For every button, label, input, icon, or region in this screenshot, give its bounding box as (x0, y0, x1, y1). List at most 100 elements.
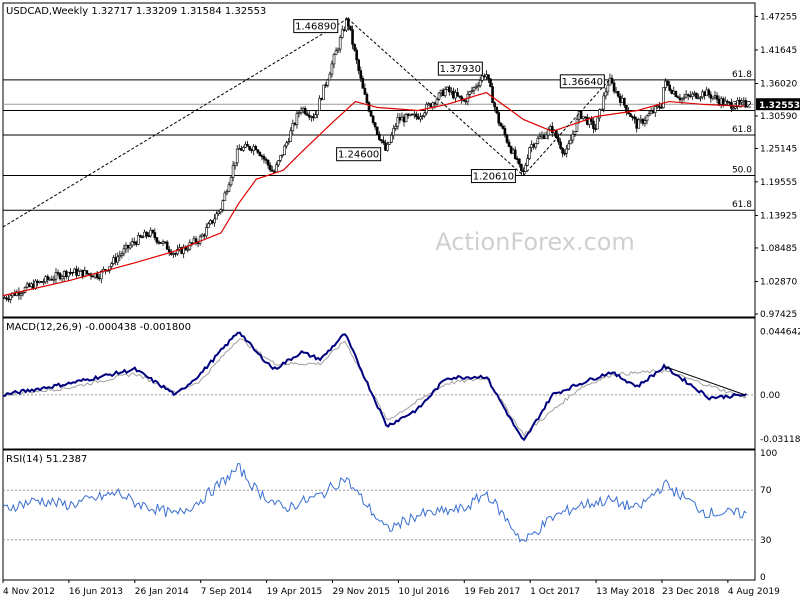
candle-body (509, 146, 513, 154)
candle-body (476, 85, 480, 88)
y-tick-label: 1.13925 (760, 211, 797, 221)
candle-body (141, 236, 144, 239)
candle-body (726, 100, 729, 103)
candle-body (559, 141, 562, 149)
candle-body (456, 92, 459, 97)
candle-body (268, 164, 272, 171)
price-annotation-label: 1.36640 (562, 77, 603, 88)
candle-body (390, 134, 393, 143)
candle-body (450, 90, 453, 93)
trendline (347, 18, 524, 176)
candle-body (649, 110, 653, 115)
candle-body (87, 273, 91, 275)
level-label: 61.8 (732, 70, 752, 80)
candle-body (316, 110, 319, 116)
candle-body (666, 80, 669, 86)
candle-body (299, 110, 303, 113)
candle-body (338, 37, 342, 50)
candle-body (279, 155, 282, 161)
trendline (523, 79, 610, 176)
candle-body (332, 54, 336, 65)
candle-body (295, 113, 299, 125)
candle-body (233, 162, 237, 166)
candle-body (5, 297, 8, 300)
candle-body (157, 241, 161, 244)
candle-body (270, 169, 274, 172)
candle-body (46, 276, 50, 280)
candle-body (314, 114, 317, 119)
candle-body (301, 107, 305, 111)
x-tick-label: 16 Jun 2013 (69, 587, 123, 597)
panel-frame-macd (2, 317, 756, 450)
candle-body (320, 98, 323, 100)
candle-body (544, 134, 548, 139)
candle-body (50, 278, 54, 281)
y-tick-label: 1.47255 (760, 12, 797, 22)
candle-body (207, 223, 210, 228)
candle-body (623, 97, 626, 106)
candle-body (42, 281, 45, 284)
price-annotation-box (336, 147, 382, 162)
candle-body (723, 100, 727, 105)
candle-body (604, 91, 608, 97)
candle-body (464, 100, 468, 103)
candle-body (489, 78, 492, 87)
candle-body (695, 92, 698, 99)
candle-body (202, 234, 206, 237)
candle-body (167, 249, 171, 253)
candle-body (565, 148, 568, 154)
candle-body (575, 118, 579, 132)
candle-body (363, 88, 367, 95)
candle-body (738, 99, 741, 103)
candle-body (503, 128, 507, 136)
x-tick-label: 4 Nov 2012 (3, 587, 55, 597)
candle-body (69, 271, 72, 274)
candle-body (110, 263, 113, 267)
candle-body (641, 118, 645, 124)
candle-body (64, 271, 68, 277)
candle-body (307, 114, 311, 118)
candle-body (662, 87, 665, 108)
candle-body (590, 118, 593, 122)
candle-body (163, 241, 167, 244)
level-label: 61.8 (732, 125, 752, 135)
candle-body (732, 108, 735, 110)
candle-body (176, 249, 179, 255)
candle-body (736, 99, 739, 108)
candle-body (606, 84, 610, 93)
candle-body (99, 270, 103, 280)
candle-body (377, 133, 381, 140)
candle-body (227, 184, 231, 192)
candle-body (244, 144, 247, 148)
candle-body (132, 241, 136, 243)
candle-body (229, 176, 233, 186)
candle-body (44, 276, 47, 283)
price-annotation-label: 1.37930 (440, 64, 481, 75)
candle-body (701, 91, 704, 98)
candle-body (221, 200, 225, 210)
rsi-y-tick-label: 30 (760, 536, 772, 546)
x-tick-label: 26 Jan 2014 (135, 587, 189, 597)
current-price-tag (756, 98, 800, 111)
candle-body (225, 191, 229, 194)
candle-body (598, 109, 601, 119)
candle-body (223, 192, 227, 201)
candle-body (394, 126, 398, 129)
candle-body (668, 84, 671, 91)
candle-body (583, 116, 587, 119)
candle-body (429, 103, 433, 108)
candle-body (237, 148, 241, 150)
candle-body (419, 116, 422, 120)
candle-body (27, 283, 31, 287)
candle-body (40, 281, 43, 283)
candle-body (474, 86, 478, 89)
level-label: 61.8 (732, 200, 752, 210)
candle-body (262, 156, 266, 160)
rsi-y-tick-label: 70 (760, 486, 772, 496)
candle-body (686, 94, 690, 96)
candle-body (81, 269, 85, 277)
candle-body (361, 78, 365, 89)
candle-body (186, 248, 190, 251)
candle-body (19, 293, 23, 296)
candle-body (542, 134, 546, 139)
